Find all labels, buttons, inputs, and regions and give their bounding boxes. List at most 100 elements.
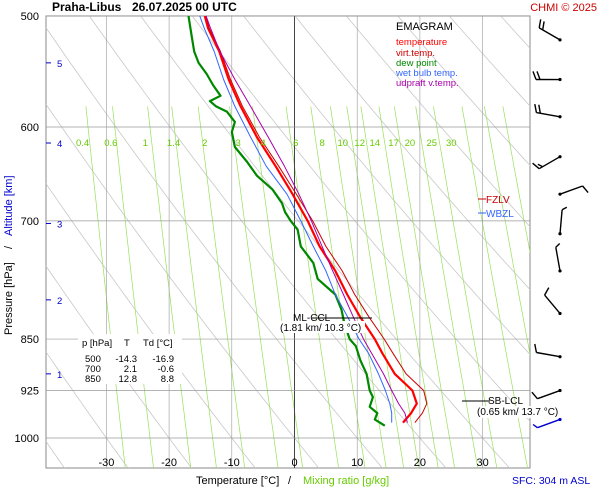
table-header-p: p [hPa] — [82, 338, 112, 349]
ml-ccl-values: (1.81 km/ 10.3 °C) — [280, 323, 361, 334]
table-row-850-t: 12.8 — [119, 374, 138, 385]
wind-barb-flag — [543, 287, 550, 296]
wind-barb — [534, 103, 562, 119]
y-axis-label-altitude: Altitude [km] — [3, 175, 15, 236]
temperature-tick-label: 20 — [414, 457, 426, 469]
dry-adiabat-line — [46, 265, 193, 468]
wind-barb-flag — [534, 343, 538, 353]
wind-barb-station — [558, 115, 562, 119]
pressure-tick-label: 700 — [21, 216, 39, 228]
wind-barb-flag — [538, 104, 541, 114]
wind-barb-staff — [544, 294, 561, 314]
wind-barb-flag — [582, 185, 589, 194]
pressure-tick-label: 600 — [21, 122, 39, 134]
table-row-500-t: -14.3 — [115, 354, 137, 365]
legend-item-updraft: udpraft v.temp. — [396, 78, 459, 89]
pressure-tick-label: 1000 — [15, 433, 39, 445]
wind-barb-staff — [555, 247, 561, 272]
wind-barb — [543, 287, 562, 316]
freezing-level-markers: FZLV WBZL — [478, 195, 514, 220]
wind-barb — [558, 206, 568, 236]
table-row-700-td: -0.6 — [158, 364, 174, 375]
mixing-ratio-label: 4 — [260, 138, 265, 149]
series-virt-temp--line — [205, 16, 428, 423]
summary-table: p [hPa] T Td [°C] 500 -14.3 -16.9 700 2.… — [78, 334, 182, 385]
mixing-ratio-line — [310, 106, 366, 468]
wind-barb-flag — [542, 21, 545, 31]
legend-item-wet-bulb: wet bulb temp. — [395, 68, 458, 79]
altitude-tick-label: 1 — [57, 370, 62, 381]
mixing-ratio-label: 17 — [388, 138, 399, 149]
y-axis-label-sep: / — [3, 245, 15, 249]
wind-barb-staff — [536, 111, 561, 118]
dry-adiabat-line — [294, 16, 530, 291]
mixing-ratio-line — [484, 106, 530, 356]
mixing-ratio-line — [85, 106, 126, 468]
legend-item-dew-point: dew point — [396, 58, 437, 69]
wind-barb — [532, 71, 562, 82]
fzlv-label: FZLV — [486, 195, 510, 206]
wind-barb-flag — [532, 162, 540, 170]
altitude-tick-label: 5 — [57, 59, 62, 70]
mixing-ratio-line — [360, 106, 420, 468]
wind-barb — [558, 185, 589, 196]
grid-layer — [0, 0, 530, 479]
summary-table-bg — [78, 334, 182, 384]
mixing-ratio-line — [285, 106, 339, 468]
table-header-td: Td [°C] — [143, 338, 173, 349]
wind-barb-flag — [534, 103, 538, 113]
mixing-ratio-line — [252, 106, 303, 468]
wind-barb-station — [558, 77, 562, 82]
legend-item-virt-temp: virt.temp. — [396, 48, 435, 59]
wind-barb-staff — [538, 27, 561, 41]
mixing-ratio-line — [171, 106, 217, 468]
mixing-ratio-label: 6 — [293, 138, 298, 149]
temperature-tick-label: 0 — [291, 457, 297, 469]
station-title: Praha-Libus — [52, 0, 122, 14]
mixing-ratio-label: 14 — [370, 138, 381, 149]
x-axis-label-mixing: Mixing ratio [g/kg] — [303, 475, 389, 487]
datetime-title: 26.07.2025 00 UTC — [132, 0, 237, 14]
mixing-ratio-label: 0.4 — [76, 138, 89, 149]
copyright-text: CHMI © 2025 — [530, 2, 597, 14]
dry-adiabat-line — [46, 351, 129, 468]
wind-barb — [531, 388, 562, 400]
legend-title: EMAGRAM — [396, 21, 453, 33]
wind-barb-flag — [561, 206, 568, 211]
mixing-ratio-label: 8 — [319, 138, 324, 149]
x-axis-label-sep: / — [288, 475, 292, 487]
wind-barb — [538, 19, 562, 42]
wind-barb-station — [558, 269, 562, 273]
dry-adiabat-line — [397, 16, 530, 167]
pressure-tick-label: 925 — [21, 386, 39, 398]
dry-adiabat-line — [46, 182, 256, 468]
dry-adiabat-line — [0, 0, 8, 479]
wind-barb-station — [558, 388, 562, 393]
wind-barb-station — [558, 311, 562, 316]
dry-adiabat-line — [46, 27, 383, 468]
wind-barb-station — [558, 155, 562, 159]
wind-barb-flag — [532, 71, 537, 80]
wind-barb-station — [558, 192, 562, 196]
wind-barb-station — [558, 417, 562, 422]
wind-barb-flag — [536, 71, 541, 80]
plot-frame — [45, 15, 531, 469]
wind-barb-staff — [559, 185, 583, 195]
wind-barb-flag — [531, 391, 538, 400]
mixing-ratio-line — [393, 106, 456, 468]
altitude-tick-label: 2 — [57, 296, 62, 307]
mixing-ratio-line — [378, 106, 439, 468]
wind-barb-station — [558, 355, 562, 359]
sfc-label: SFC: 304 m ASL — [512, 475, 590, 487]
x-axis-label-temperature: Temperature [°C] — [196, 475, 279, 487]
table-row-700-p: 700 — [85, 364, 101, 375]
mixing-ratio-label: 25 — [427, 138, 438, 149]
mixing-ratio-label: 3 — [235, 138, 240, 149]
wind-barb-flag — [532, 423, 538, 429]
dry-adiabat-line — [243, 16, 530, 355]
mixing-ratio-line — [502, 106, 530, 254]
mixing-ratio-line — [346, 106, 405, 468]
temperature-tick-label: 10 — [351, 457, 363, 469]
mixing-ratio-line — [112, 106, 154, 468]
